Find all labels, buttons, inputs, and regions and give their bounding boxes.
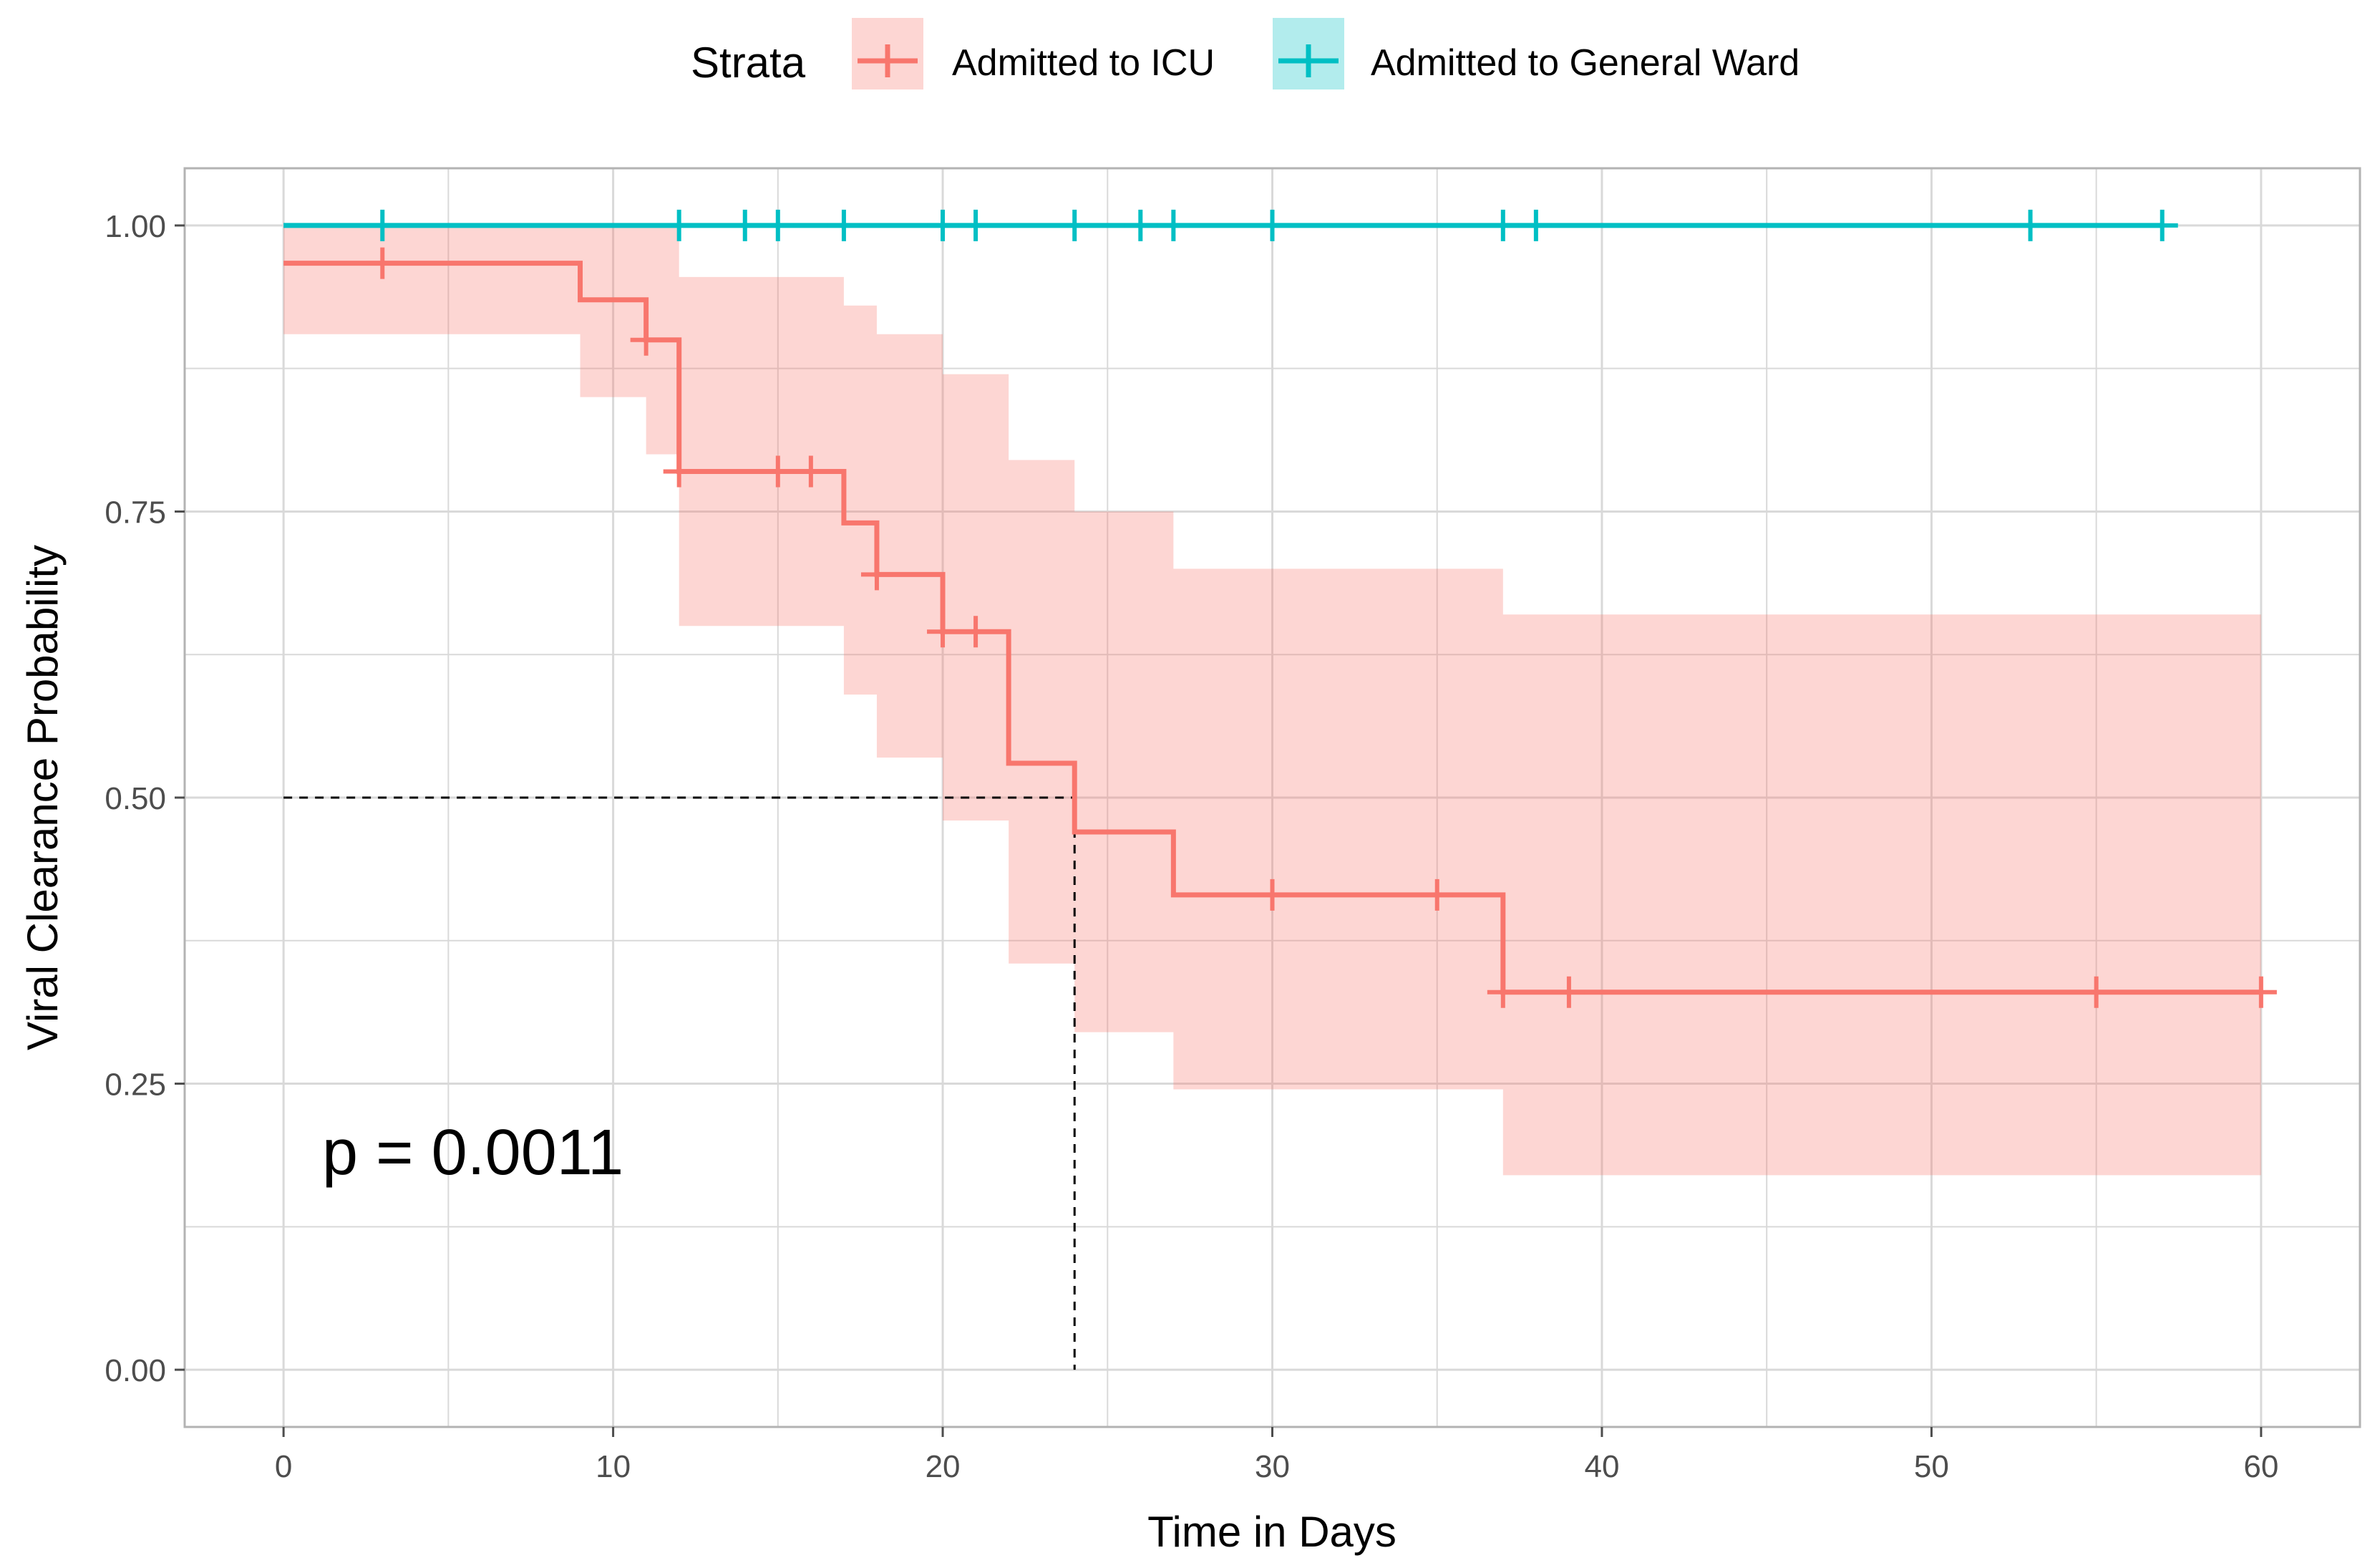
y-axis: 0.00 0.25 0.50 0.75 1.00 [105,209,185,1388]
p-value-annotation: p = 0.0011 [322,1117,623,1189]
y-tick-label: 0.25 [105,1068,166,1103]
x-tick-label: 40 [1584,1449,1619,1484]
y-tick-label: 0.50 [105,781,166,816]
legend-title: Strata [691,39,806,87]
survival-curve-icu [283,261,2261,995]
survival-curves [283,223,2261,995]
legend-label-icu: Admitted to ICU [952,42,1215,84]
grid-major [185,168,2360,1427]
x-axis: 0 10 20 30 40 50 60 [275,1427,2278,1484]
y-tick-label: 1.00 [105,209,166,244]
censor-marks [366,209,2277,1008]
legend-entry-icu: Admitted to ICU [852,18,1215,89]
x-tick-label: 20 [926,1449,961,1484]
legend-label-ward: Admitted to General Ward [1371,42,1799,84]
legend-entry-ward: Admitted to General Ward [1273,18,1799,89]
x-tick-label: 60 [2243,1449,2278,1484]
x-tick-label: 10 [596,1449,631,1484]
median-lines [283,796,1076,1370]
y-axis-title: Viral Clearance Probability [19,545,67,1050]
y-tick-label: 0.75 [105,495,166,530]
x-tick-label: 50 [1914,1449,1949,1484]
x-tick-label: 30 [1255,1449,1290,1484]
x-axis-title: Time in Days [1147,1508,1397,1556]
x-tick-label: 0 [275,1449,292,1484]
y-tick-label: 0.00 [105,1353,166,1388]
legend: Strata Admitted to ICU Admitted to Gener… [691,18,1799,89]
